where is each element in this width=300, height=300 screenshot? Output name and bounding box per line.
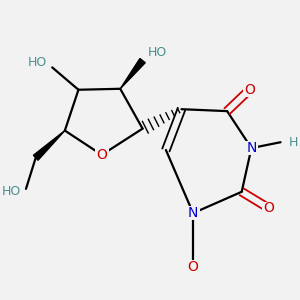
Bar [186, 260, 200, 273]
Polygon shape [33, 130, 65, 160]
Text: N: N [246, 141, 256, 155]
Text: HO: HO [28, 56, 47, 69]
Text: HO: HO [2, 185, 21, 198]
Text: O: O [244, 83, 255, 97]
Text: HO: HO [147, 46, 167, 59]
Polygon shape [120, 58, 145, 89]
Bar [244, 141, 258, 155]
Text: O: O [188, 260, 199, 274]
Bar [243, 83, 256, 97]
Text: O: O [96, 148, 107, 162]
Text: H: H [288, 136, 298, 149]
Text: O: O [263, 201, 274, 215]
Bar [186, 206, 200, 220]
Bar [95, 148, 109, 162]
Bar [262, 202, 276, 215]
Text: N: N [188, 206, 198, 220]
